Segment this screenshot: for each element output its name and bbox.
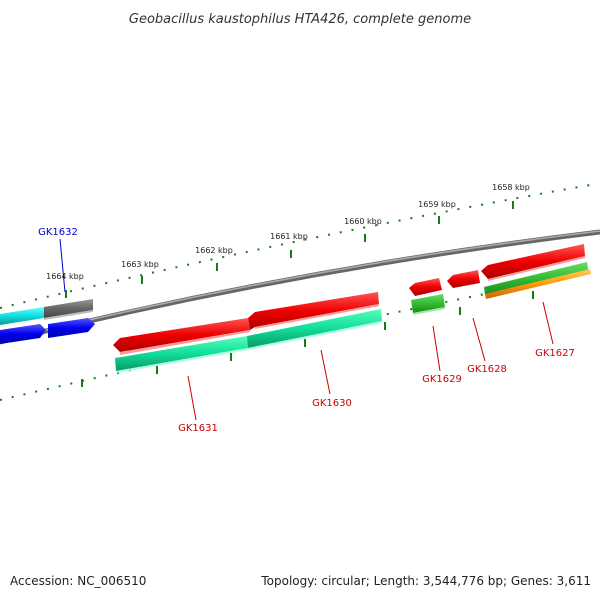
scale-label-1661: 1661 kbp <box>270 232 308 241</box>
gene-GK1631-rna[interactable] <box>115 336 248 373</box>
gene-label-GK1632[interactable]: GK1632 <box>38 227 78 238</box>
leader-line-GK1630 <box>320 349 331 395</box>
outer-tick-row <box>0 184 591 309</box>
gene-GK1630-rna[interactable] <box>247 309 382 350</box>
gene-GK1627-arrow[interactable] <box>481 244 585 281</box>
gene-GK1627-orange[interactable] <box>485 269 591 299</box>
feature-gray-left[interactable] <box>44 299 93 320</box>
scale-label-1663: 1663 kbp <box>121 260 159 269</box>
gene-GK1629-rna[interactable] <box>411 294 445 315</box>
leader-line-GK1632 <box>59 238 66 293</box>
feature-blue-left[interactable] <box>48 318 95 338</box>
gene-label-GK1630[interactable]: GK1630 <box>312 398 352 409</box>
accession-text: Accession: NC_006510 <box>10 574 147 588</box>
scale-label-1658: 1658 kbp <box>492 183 530 192</box>
gene-GK1632-arrow[interactable] <box>0 324 46 344</box>
leader-line-GK1627 <box>542 301 554 345</box>
gene-label-GK1628[interactable]: GK1628 <box>467 364 507 375</box>
feature-cyan-left[interactable] <box>0 307 44 325</box>
gene-GK1628-arrow[interactable] <box>447 270 480 288</box>
leader-line-GK1629 <box>432 325 441 372</box>
gene-label-GK1631[interactable]: GK1631 <box>178 423 218 434</box>
leader-line-GK1631 <box>187 375 197 421</box>
leader-line-GK1628 <box>472 317 486 362</box>
gene-GK1627-rna[interactable] <box>484 262 588 295</box>
scale-label-1662: 1662 kbp <box>195 246 233 255</box>
scale-label-1659: 1659 kbp <box>418 200 456 209</box>
gene-GK1629-arrow[interactable] <box>409 278 442 296</box>
gene-label-GK1627[interactable]: GK1627 <box>535 348 575 359</box>
scale-label-1660: 1660 kbp <box>344 217 382 226</box>
gene-GK1630-arrow[interactable] <box>248 292 379 330</box>
gene-label-GK1629[interactable]: GK1629 <box>422 374 462 385</box>
inner-tick-row <box>0 272 591 401</box>
map-title: Geobacillus kaustophilus HTA426, complet… <box>129 12 471 27</box>
scale-label-1664: 1664 kbp <box>46 272 84 281</box>
genome-summary-text: Topology: circular; Length: 3,544,776 bp… <box>261 574 591 588</box>
gene-GK1631-arrow[interactable] <box>113 318 250 355</box>
